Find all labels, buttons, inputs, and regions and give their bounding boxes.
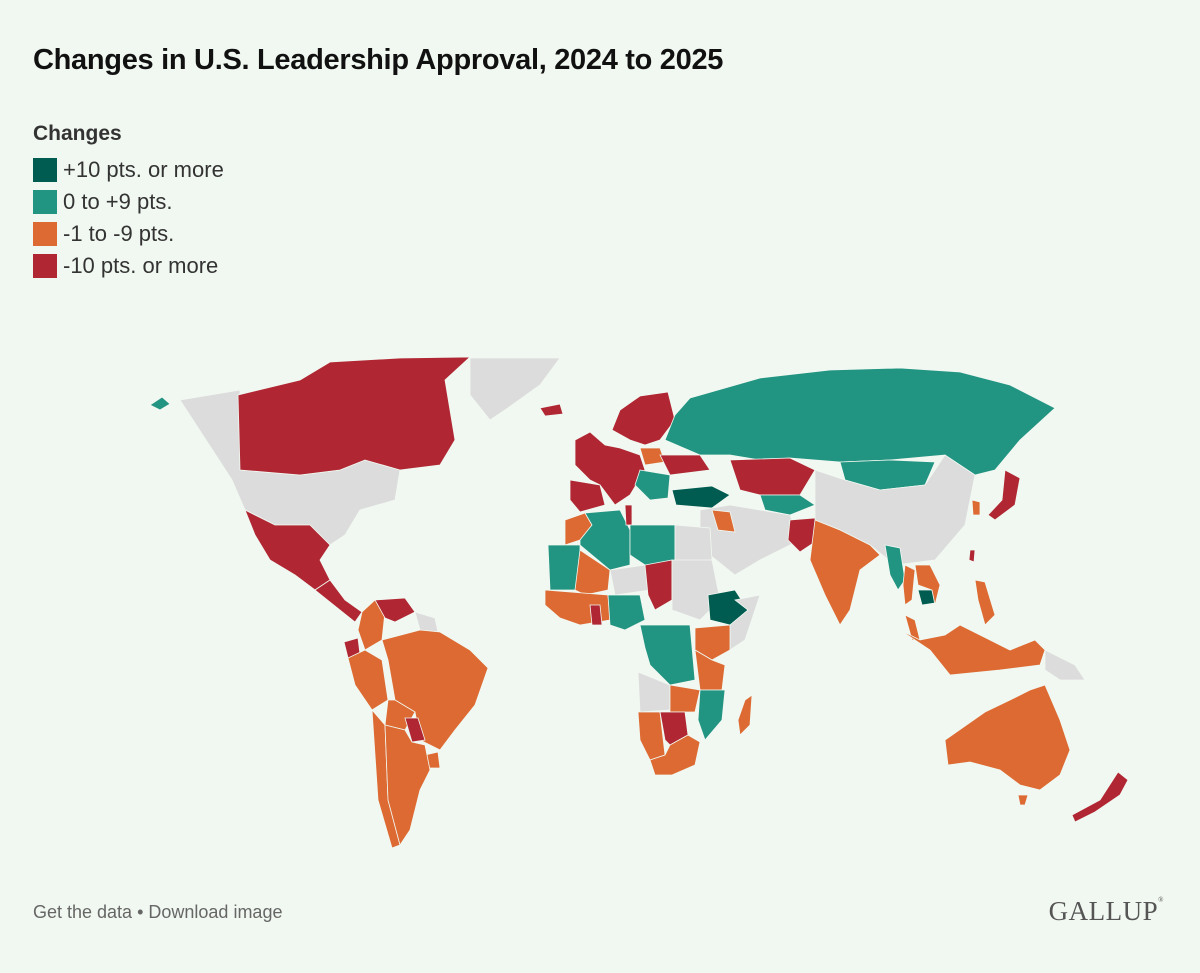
country-japan[interactable] — [987, 469, 1021, 521]
country-central-asia[interactable] — [759, 494, 816, 516]
country-taiwan[interactable] — [968, 549, 976, 563]
legend-item-up10[interactable]: +10 pts. or more — [33, 154, 224, 186]
legend-item-up0[interactable]: 0 to +9 pts. — [33, 186, 224, 218]
country-venezuela[interactable] — [374, 597, 416, 623]
download-image-link[interactable]: Download image — [148, 902, 283, 922]
country-iceland[interactable] — [539, 403, 564, 417]
footer-separator: • — [132, 902, 149, 922]
legend-title: Changes — [33, 122, 122, 145]
country-vietnam[interactable] — [914, 564, 941, 606]
country-myanmar[interactable] — [884, 544, 906, 591]
legend-item-down10[interactable]: -10 pts. or more — [33, 250, 224, 282]
country-argentina[interactable] — [384, 724, 431, 846]
country-mauritania[interactable] — [547, 544, 581, 591]
legend-label: 0 to +9 pts. — [63, 189, 173, 214]
country-guianas[interactable] — [414, 611, 439, 633]
country-balkans[interactable] — [634, 469, 671, 501]
country-greenland[interactable] — [469, 357, 561, 421]
country-ghana[interactable] — [589, 604, 603, 626]
legend-label: -10 pts. or more — [63, 253, 219, 278]
footer-links: Get the data • Download image — [33, 902, 282, 923]
legend-label: +10 pts. or more — [63, 157, 224, 182]
country-niger[interactable] — [609, 564, 651, 596]
country-egypt[interactable] — [674, 524, 713, 566]
country-nigeria[interactable] — [607, 594, 646, 631]
country-south-africa[interactable] — [649, 734, 701, 776]
country-kenya[interactable] — [694, 624, 731, 661]
country-iberia[interactable] — [569, 479, 606, 513]
country-south-korea[interactable] — [971, 499, 981, 516]
legend-swatch — [33, 190, 57, 214]
country-iraq[interactable] — [711, 509, 736, 533]
country-indonesia[interactable] — [899, 624, 1046, 676]
country-tunisia[interactable] — [624, 504, 633, 526]
country-alaska-region-island[interactable] — [149, 396, 171, 411]
country-australia[interactable] — [1017, 794, 1029, 806]
legend-item-down1[interactable]: -1 to -9 pts. — [33, 218, 224, 250]
country-chad[interactable] — [644, 559, 673, 611]
legend: Changes +10 pts. or more 0 to +9 pts. -1… — [33, 122, 224, 282]
legend-swatch — [33, 222, 57, 246]
country-turkey[interactable] — [671, 485, 731, 509]
country-ukraine[interactable] — [659, 454, 711, 476]
country-mozambique[interactable] — [697, 689, 726, 741]
country-pakistan[interactable] — [787, 517, 819, 553]
country-peru[interactable] — [347, 649, 389, 711]
world-map — [149, 356, 1129, 849]
legend-swatch — [33, 158, 57, 182]
legend-swatch — [33, 254, 57, 278]
logo-text: GALLUP — [1048, 896, 1159, 926]
country-canada[interactable] — [237, 356, 472, 476]
country-russia[interactable] — [664, 367, 1056, 476]
country-central-america[interactable] — [314, 579, 363, 623]
country-paraguay[interactable] — [404, 717, 426, 743]
country-thailand[interactable] — [902, 564, 916, 606]
legend-label: -1 to -9 pts. — [63, 221, 175, 246]
country-kazakhstan[interactable] — [729, 457, 816, 496]
country-mali[interactable] — [574, 549, 611, 596]
gallup-logo: GALLUP® — [1048, 896, 1164, 926]
country-scandinavia[interactable] — [611, 391, 676, 446]
get-data-link[interactable]: Get the data — [33, 902, 133, 922]
country-australia[interactable] — [944, 684, 1071, 791]
country-philippines[interactable] — [974, 579, 996, 626]
country-zambia[interactable] — [669, 684, 701, 713]
country-madagascar[interactable] — [737, 694, 753, 736]
country-papua-new-guinea[interactable] — [1044, 649, 1086, 681]
chart-title: Changes in U.S. Leadership Approval, 202… — [33, 44, 724, 76]
country-new-zealand[interactable] — [1071, 771, 1129, 823]
country-india[interactable] — [809, 519, 881, 626]
country-tanzania[interactable] — [694, 649, 726, 691]
